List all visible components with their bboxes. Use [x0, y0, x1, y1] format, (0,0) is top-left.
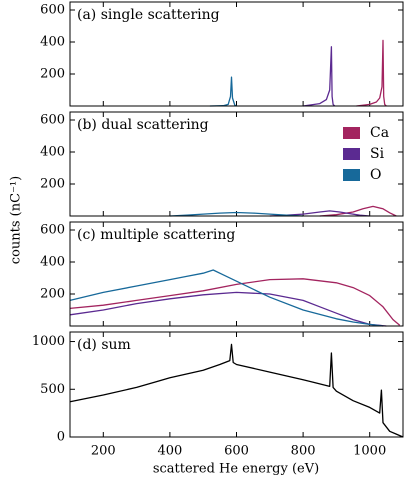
y-tick-label: 600	[40, 3, 65, 18]
series-line	[69, 269, 384, 327]
panel-label: (c) multiple scattering	[77, 227, 235, 243]
x-tick-label: 200	[91, 444, 116, 459]
y-tick-label: 200	[40, 177, 65, 192]
series-line	[303, 46, 336, 107]
legend-label: Si	[370, 146, 385, 162]
panel-label: (a) single scattering	[77, 7, 220, 23]
y-tick-label: 600	[40, 113, 65, 128]
legend-swatch	[343, 148, 360, 160]
series-line	[169, 211, 304, 217]
panel-label: (b) dual scattering	[77, 117, 209, 133]
y-tick-label: 400	[40, 35, 65, 50]
series-line	[209, 76, 237, 107]
panel-label: (d) sum	[77, 337, 131, 353]
x-tick-label: 1000	[353, 444, 386, 459]
legend-label: O	[370, 167, 381, 183]
panel-frame	[69, 111, 404, 217]
legend-swatch	[343, 127, 360, 139]
x-axis-label: scattered He energy (eV)	[153, 462, 319, 477]
legend-swatch	[343, 169, 360, 181]
x-tick-label: 800	[291, 444, 316, 459]
series-line	[356, 39, 387, 107]
panel-frame	[69, 331, 404, 438]
panel-frame	[69, 1, 404, 107]
legend-label: Ca	[370, 125, 389, 141]
y-tick-label: 600	[40, 223, 65, 238]
y-tick-label: 1000	[32, 334, 65, 349]
y-tick-label: 500	[40, 382, 65, 397]
series-line	[69, 278, 401, 326]
y-tick-label: 400	[40, 145, 65, 160]
x-tick-label: 400	[157, 444, 182, 459]
y-tick-label: 0	[57, 430, 65, 445]
series-line	[319, 205, 397, 217]
panel-frame	[69, 221, 404, 327]
series-line	[69, 343, 404, 438]
y-tick-label: 200	[40, 67, 65, 82]
y-tick-label: 200	[40, 287, 65, 302]
y-axis-label: counts (nC⁻¹)	[9, 176, 24, 264]
y-tick-label: 400	[40, 255, 65, 270]
series-line	[69, 291, 387, 327]
x-tick-label: 600	[224, 444, 249, 459]
